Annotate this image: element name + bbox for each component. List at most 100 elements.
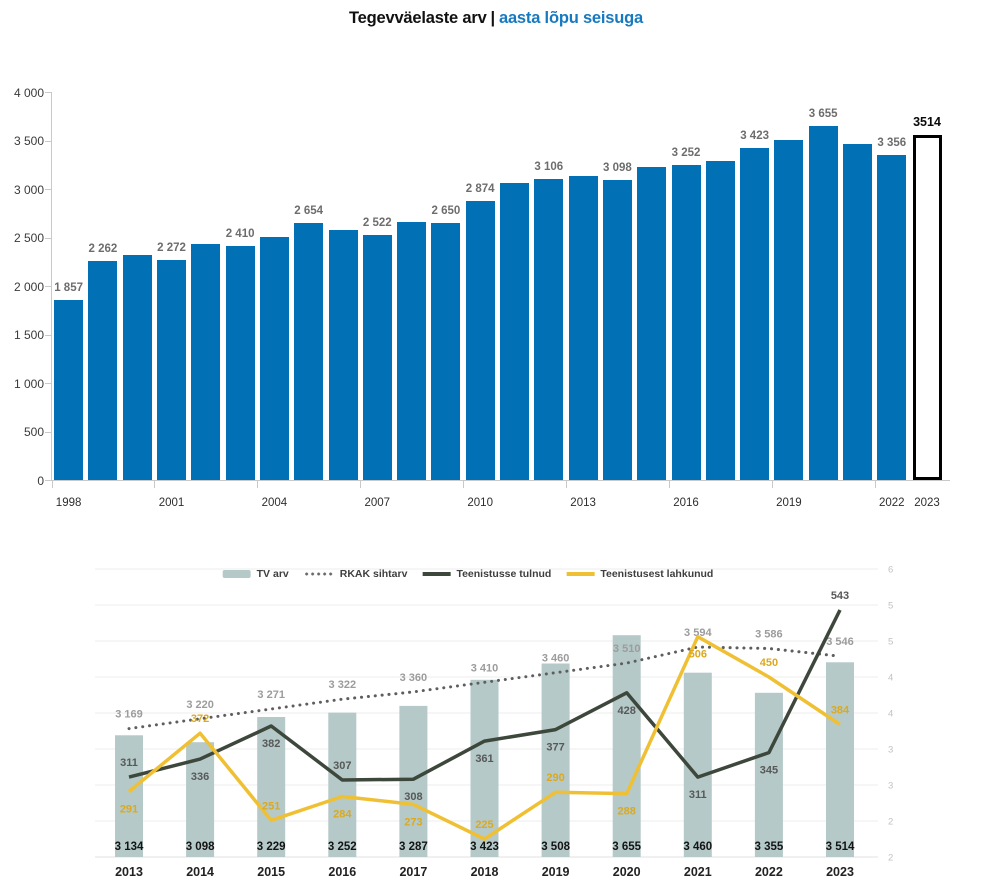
- y-axis-label: 4 000: [13, 85, 44, 100]
- combo-x-label: 2022: [755, 865, 783, 879]
- tulnud-label: 311: [120, 757, 138, 769]
- y-axis-tick: [45, 431, 52, 433]
- lahkunud-label: 506: [689, 649, 707, 661]
- lahkunud-label: 384: [831, 705, 850, 717]
- x-axis-label-2016: 2016: [673, 497, 699, 509]
- x-axis-tick: [668, 481, 670, 488]
- tv-value-label: 3 098: [186, 841, 215, 853]
- combo-x-label: 2019: [542, 865, 570, 879]
- bar-value-label-2016: 3 252: [671, 146, 701, 159]
- tv-bar-2016: [328, 712, 357, 857]
- y-axis-label: 2 500: [13, 231, 44, 245]
- y-axis-label: 1 000: [13, 376, 44, 391]
- bar-value-label-2020: 3 655: [808, 107, 838, 120]
- bar-2014: [602, 179, 632, 480]
- right-axis-label: 5: [888, 637, 893, 648]
- right-axis-label: 4: [888, 709, 893, 720]
- right-axis-label: 3: [888, 781, 893, 792]
- x-axis-tick: [463, 481, 465, 488]
- rkak-label: 3 410: [471, 662, 499, 674]
- tv-bar-2017: [399, 705, 428, 857]
- right-axis-label: 2: [888, 853, 893, 864]
- legend-label: RKAK sihtarv: [339, 568, 408, 580]
- lahkunud-label: 372: [191, 713, 209, 725]
- y-axis-tick: [45, 480, 52, 481]
- bar-value-label-2003: 2 410: [225, 228, 255, 241]
- tv-value-label: 3 355: [755, 841, 784, 853]
- combo-chart-canvas: 6 5 5 4 4 3 3 2 2 3 169 3 220 3 271 3 322 3 360 3 410 3…: [95, 565, 893, 879]
- bar-2016: [671, 164, 701, 480]
- bar-2015: [637, 166, 667, 480]
- bar-2022: [877, 154, 907, 480]
- legend-item-2[interactable]: RKAK sihtarv: [303, 568, 408, 580]
- bar-2004: [259, 236, 289, 480]
- y-axis-label: 500: [23, 425, 44, 439]
- tv-value-label: 3 460: [683, 841, 712, 853]
- x-axis-tick: [566, 481, 567, 488]
- legend-item-1[interactable]: TV arv: [222, 568, 289, 580]
- bar-2011: [500, 182, 529, 480]
- dotted-line-swatch-icon: [303, 572, 334, 576]
- x-axis-label-2010: 2010: [467, 497, 493, 509]
- x-axis-tick: [154, 481, 156, 488]
- bar-2009: [431, 222, 461, 480]
- bar-value-label-2022: 3 356: [877, 136, 907, 149]
- tv-bar-2013: [115, 735, 143, 857]
- tv-value-label: 3 508: [541, 841, 570, 853]
- right-axis-label: 5: [888, 601, 893, 612]
- right-axis-label: 4: [888, 673, 893, 684]
- bar-2002: [191, 243, 221, 480]
- x-axis-tick: [51, 481, 53, 488]
- bar-2005: [294, 222, 324, 480]
- lahkunud-label: 288: [618, 806, 636, 818]
- rkak-label: 3 586: [755, 629, 783, 641]
- bar-2008: [397, 222, 427, 480]
- y-axis-label: 3 000: [13, 182, 44, 197]
- y-axis-tick: [45, 92, 52, 93]
- combo-x-label: 2018: [471, 865, 499, 879]
- lahkunud-label: 273: [404, 816, 422, 828]
- bar-2010: [465, 201, 495, 480]
- personnel-flow-combo-chart: 6 5 5 4 4 3 3 2 2 3 169 3 220 3 271 3 322 3 360 3 410 3…: [0, 555, 992, 890]
- combo-x-label: 2015: [257, 865, 285, 879]
- x-axis-tick: [360, 481, 362, 488]
- tulnud-label: 377: [546, 742, 564, 754]
- x-axis-label-2001: 2001: [158, 497, 185, 509]
- tv-bar-2018: [470, 679, 499, 857]
- x-axis-label-2004: 2004: [261, 497, 288, 509]
- line-swatch-icon: [566, 572, 595, 576]
- tv-bar-2023: [826, 662, 854, 857]
- bar-value-label-2009: 2 650: [431, 204, 461, 217]
- rkak-label: 3 322: [329, 679, 357, 691]
- y-axis-tick: [45, 237, 52, 239]
- legend-item-4[interactable]: Teenistusest lahkunud: [566, 568, 713, 580]
- rkak-label: 3 360: [400, 672, 428, 684]
- bar-2007: [362, 235, 392, 480]
- bar-value-label-1999: 2 262: [88, 242, 118, 255]
- right-axis-label: 3: [888, 745, 893, 756]
- lahkunud-label: 251: [262, 800, 280, 812]
- x-axis-label-2013: 2013: [570, 497, 596, 509]
- bar-2018: [740, 148, 770, 480]
- teenistusest-lahkunud-line: [127, 634, 841, 841]
- legend-label: Teenistusse tulnud: [456, 568, 552, 580]
- bar-1999: [88, 260, 118, 480]
- y-axis-tick: [45, 383, 52, 384]
- bar-2012: [534, 178, 564, 480]
- tv-bar-2022: [754, 692, 783, 857]
- y-axis-label: 0: [37, 473, 44, 488]
- tv-value-label: 3 655: [612, 841, 641, 853]
- y-axis-label: 3 500: [13, 134, 44, 148]
- bar-value-label-2014: 3 098: [603, 161, 632, 174]
- lahkunud-label: 225: [475, 819, 493, 831]
- active-servicemen-bar-chart: 4 000 3 500 3 000 2 500 2 000 1 500 1 000 500 0 1…: [13, 85, 950, 509]
- teenistusse-tulnud-line: [128, 609, 842, 782]
- bar-value-label-2007: 2 522: [362, 217, 392, 230]
- x-axis-tick: [771, 481, 773, 488]
- combo-x-label: 2020: [613, 865, 641, 879]
- tulnud-label: 307: [333, 760, 351, 772]
- tv-bar-2015: [257, 717, 286, 857]
- legend-item-3[interactable]: Teenistusse tulnud: [422, 568, 551, 580]
- legend-label: TV arv: [256, 568, 289, 580]
